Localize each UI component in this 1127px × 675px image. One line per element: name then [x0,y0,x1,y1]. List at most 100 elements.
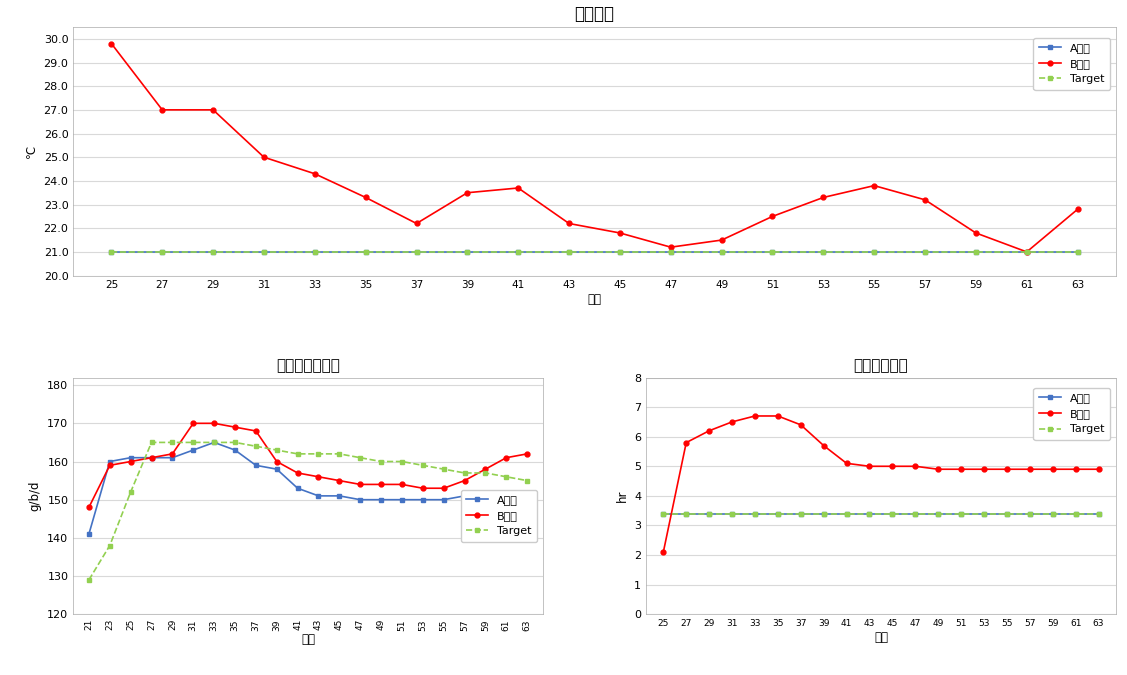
B계군 [206,106,220,114]
B계군 [358,194,372,202]
A계군 [562,248,576,256]
Title: 일일사료섭취량: 일일사료섭취량 [276,358,340,373]
A계군 [817,510,831,518]
A계군 [358,248,372,256]
Target [332,450,346,458]
Target [308,248,321,256]
A계군 [817,248,831,256]
A계군 [437,495,451,504]
Target [103,541,116,549]
B계군 [257,153,270,161]
Target [270,446,284,454]
B계군 [702,427,716,435]
Target [186,438,199,446]
A계군 [840,510,853,518]
A계군 [308,248,321,256]
X-axis label: 주령: 주령 [587,293,602,306]
B계군 [207,419,221,427]
B계군 [312,472,326,481]
Target [931,510,944,518]
B계군 [1000,465,1013,473]
B계군 [771,412,784,420]
A계군 [410,248,424,256]
Target [919,248,932,256]
A계군 [461,248,474,256]
B계군 [817,194,831,202]
B계군 [1071,205,1084,213]
Line: Target: Target [87,440,530,583]
Target [863,510,877,518]
B계군 [795,421,808,429]
B계군 [458,477,471,485]
Target [461,248,474,256]
B계군 [817,441,831,450]
Target [156,248,169,256]
B계군 [840,459,853,467]
Target [499,472,513,481]
Target [795,510,808,518]
A계군 [955,510,968,518]
Legend: A계군, B계군, Target: A계군, B계군, Target [1033,388,1110,440]
Target [206,248,220,256]
B계군 [186,419,199,427]
Line: Target: Target [109,250,1080,254]
B계군 [166,450,179,458]
Target [396,458,409,466]
A계군 [657,510,671,518]
A계군 [931,510,944,518]
B계군 [270,458,284,466]
Target [207,438,221,446]
A계군 [919,248,932,256]
B계군 [1092,465,1106,473]
A계군 [748,510,762,518]
Title: 사료섭취시간: 사료섭취시간 [853,358,908,373]
A계군 [1068,510,1082,518]
A계군 [795,510,808,518]
B계군 [748,412,762,420]
Target [479,469,492,477]
B계군 [308,169,321,178]
B계군 [955,465,968,473]
A계군 [1092,510,1106,518]
Target [437,465,451,473]
B계군 [562,219,576,227]
B계군 [613,229,627,237]
Target [257,248,270,256]
Target [702,510,716,518]
Target [969,248,983,256]
A계군 [249,461,263,469]
X-axis label: 주령: 주령 [873,631,888,644]
B계군 [765,213,779,221]
A계군 [206,248,220,256]
Target [955,510,968,518]
Target [977,510,991,518]
Target [817,510,831,518]
Target [458,469,471,477]
A계군 [499,492,513,500]
A계군 [726,510,739,518]
A계군 [312,492,326,500]
A계군 [1000,510,1013,518]
A계군 [1020,248,1033,256]
Target [374,458,388,466]
A계군 [257,248,270,256]
A계군 [512,248,525,256]
B계군 [499,454,513,462]
B계군 [977,465,991,473]
B계군 [657,548,671,556]
A계군 [166,454,179,462]
Y-axis label: ℃: ℃ [25,144,38,158]
Target [1046,510,1059,518]
Target [312,450,326,458]
A계군 [354,495,367,504]
B계군 [374,481,388,489]
A계군 [680,510,693,518]
Line: A계군: A계군 [109,250,1080,254]
B계군 [1046,465,1059,473]
Target [908,510,922,518]
Line: B계군: B계군 [109,41,1080,254]
B계군 [229,423,242,431]
Target [1092,510,1106,518]
B계군 [680,439,693,447]
Legend: A계군, B계군, Target: A계군, B계군, Target [461,489,538,542]
